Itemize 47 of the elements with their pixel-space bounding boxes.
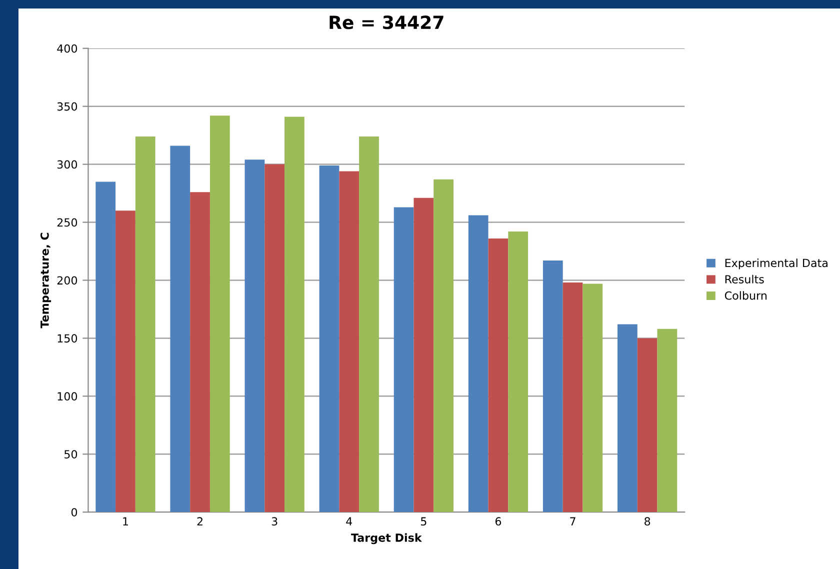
y-tick-label: 300 bbox=[57, 160, 78, 169]
bar bbox=[618, 324, 638, 512]
chart-title: Re = 34427 bbox=[330, 16, 444, 30]
bar bbox=[210, 116, 230, 512]
bar bbox=[170, 146, 190, 512]
x-tick-label: 5 bbox=[421, 517, 426, 526]
y-tick-label: 400 bbox=[57, 44, 78, 53]
bar bbox=[562, 282, 583, 512]
bar bbox=[284, 116, 304, 512]
bar bbox=[414, 198, 434, 512]
y-tick-label: 50 bbox=[64, 450, 78, 459]
bar bbox=[657, 328, 678, 512]
x-tick-label: 1 bbox=[123, 517, 128, 526]
bar bbox=[244, 160, 265, 512]
bar bbox=[116, 210, 136, 512]
bar bbox=[508, 232, 528, 512]
x-tick-label: 3 bbox=[272, 517, 278, 526]
x-tick-label: 6 bbox=[495, 517, 502, 526]
legend-label: Results bbox=[725, 274, 764, 284]
x-tick-label: 4 bbox=[346, 517, 352, 526]
x-tick-label: 2 bbox=[197, 517, 202, 526]
bar bbox=[339, 171, 360, 512]
bar bbox=[135, 136, 156, 512]
x-tick-label: 8 bbox=[644, 517, 650, 526]
bar bbox=[468, 215, 488, 512]
y-tick-label: 100 bbox=[58, 392, 78, 401]
bar bbox=[542, 260, 563, 512]
bar bbox=[637, 338, 658, 512]
x-axis-title: Target Disk bbox=[351, 533, 422, 544]
bar bbox=[319, 165, 340, 512]
y-tick-label: 150 bbox=[58, 334, 78, 343]
bar bbox=[582, 284, 603, 512]
legend-label: Experimental Data bbox=[725, 258, 828, 270]
legend-label: Colburn bbox=[724, 291, 767, 300]
bar bbox=[394, 207, 414, 512]
y-tick-label: 200 bbox=[57, 276, 78, 285]
bar bbox=[190, 192, 210, 512]
bar bbox=[96, 182, 116, 512]
x-tick-label: 7 bbox=[570, 517, 576, 526]
y-axis-title: Temperature, C bbox=[40, 232, 52, 328]
y-tick-label: 350 bbox=[57, 102, 78, 111]
y-tick-label: 250 bbox=[57, 218, 78, 227]
bar bbox=[488, 238, 508, 512]
bar bbox=[264, 164, 285, 512]
y-tick-label: 0 bbox=[71, 508, 78, 516]
bar bbox=[434, 179, 454, 512]
bar bbox=[359, 136, 379, 512]
